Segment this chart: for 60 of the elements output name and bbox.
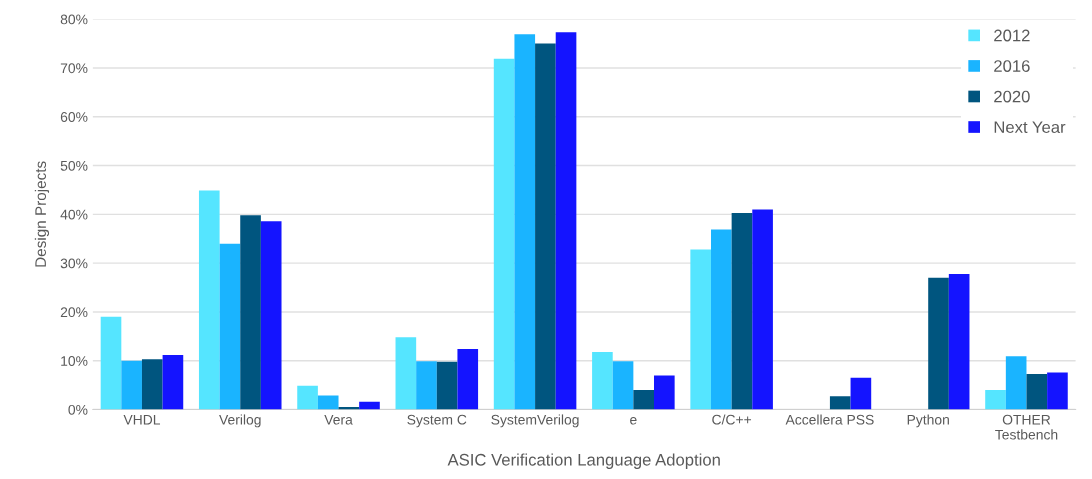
bar: [752, 209, 773, 410]
x-tick-label: C/C++: [712, 414, 752, 425]
bar: [514, 34, 536, 410]
bar: [121, 360, 142, 410]
bar: [317, 395, 339, 410]
y-tick-label: 40%: [60, 209, 88, 220]
bar: [198, 190, 220, 410]
legend-label: 2016: [994, 60, 1030, 72]
x-tick-label: Accellera PSS: [785, 414, 874, 425]
bar: [359, 401, 380, 410]
bar: [948, 273, 970, 410]
y-tick-label: 70%: [60, 63, 88, 74]
y-tick-label: 30%: [60, 258, 88, 269]
bar: [260, 221, 282, 410]
bar: [493, 58, 515, 410]
bar: [829, 396, 851, 410]
legend-label: 2020: [994, 90, 1030, 103]
bar: [141, 359, 163, 410]
x-tick-label: e: [630, 417, 637, 425]
y-axis-title: Design Projects: [34, 161, 50, 267]
legend-label: Next Year: [994, 121, 1066, 134]
bar: [162, 354, 184, 410]
bar: [416, 361, 437, 410]
x-tick-label: System C: [407, 414, 467, 428]
x-tick-label: Verilog: [219, 414, 261, 428]
x-tick-label: OTHER Testbench: [995, 414, 1058, 440]
bar: [240, 215, 261, 410]
x-tick-label: Vera: [324, 414, 353, 425]
y-tick-label: 50%: [60, 160, 88, 171]
legend-label: 2012: [994, 29, 1030, 42]
bar: [711, 229, 732, 410]
y-tick-label: 60%: [60, 112, 88, 122]
bar: [592, 351, 613, 410]
bar: [1047, 372, 1068, 410]
y-tick-label: 10%: [61, 356, 88, 366]
bar: [633, 390, 654, 410]
y-tick-label: 20%: [60, 307, 88, 318]
bar: [535, 43, 556, 410]
bar: [457, 349, 479, 410]
x-tick-label: Python: [907, 414, 949, 428]
bar: [436, 361, 458, 410]
bar: [690, 249, 711, 410]
bar: [297, 385, 318, 410]
bar: [928, 277, 949, 410]
bar: [985, 390, 1006, 410]
bar: [1005, 356, 1027, 410]
bar: [219, 243, 241, 410]
bar: [731, 212, 753, 410]
bar: [850, 377, 872, 410]
x-tick-label: VHDL: [123, 414, 161, 425]
bar: [1026, 373, 1048, 410]
bar: [395, 337, 417, 410]
x-tick-label: SystemVerilog: [491, 414, 579, 428]
bar: [612, 361, 634, 410]
y-tick-label: 80%: [60, 14, 88, 25]
x-axis-title: ASIC Verification Language Adoption: [447, 453, 720, 469]
y-tick-label: 0%: [68, 404, 88, 415]
bar: [654, 375, 675, 410]
bar: [555, 32, 577, 410]
bar: [100, 316, 122, 410]
